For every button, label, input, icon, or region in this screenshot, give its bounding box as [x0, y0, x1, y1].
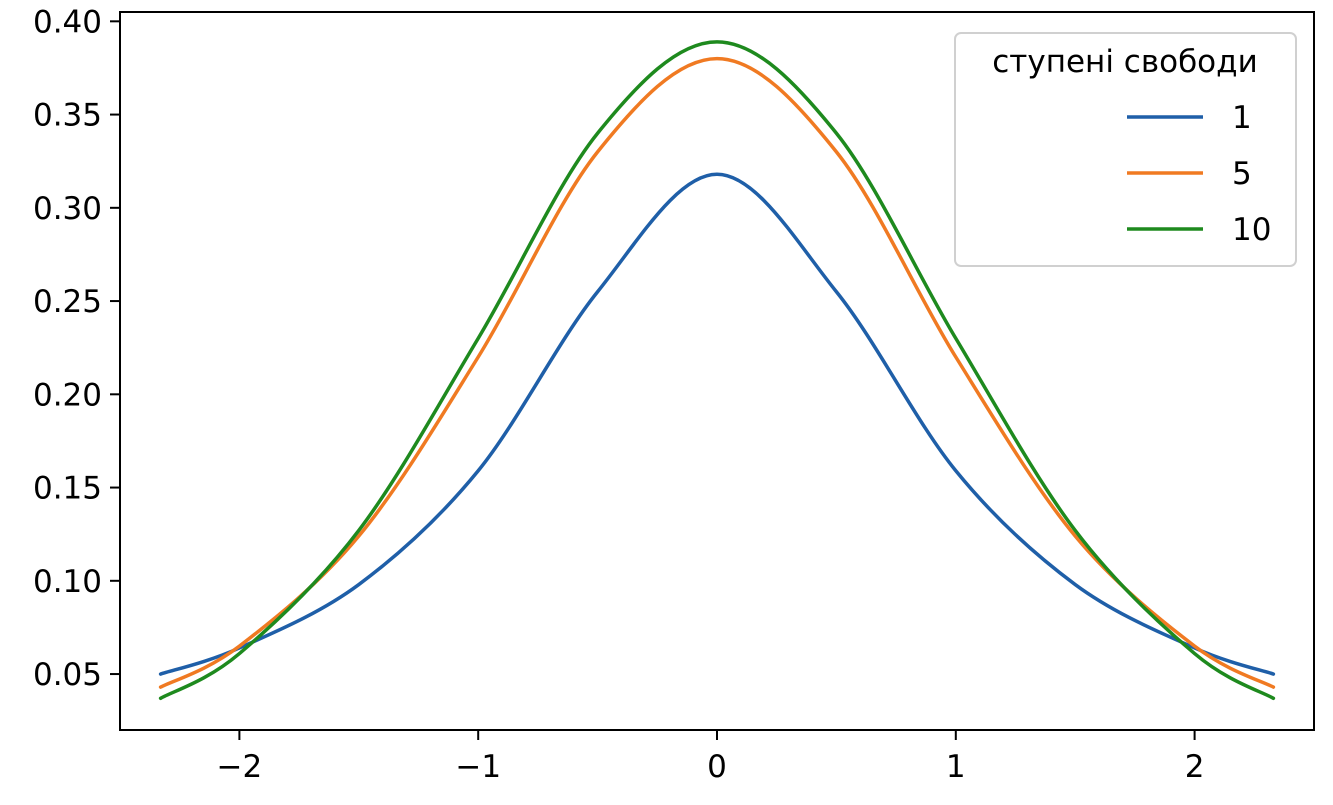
y-tick-label: 0.05 [33, 657, 102, 693]
series-line-5 [158, 56, 1276, 689]
series-line-10 [158, 40, 1276, 701]
legend-box [954, 32, 1297, 267]
series-group [158, 40, 1276, 701]
legend-label-1: 1 [1232, 100, 1252, 136]
y-tick-label: 0.40 [33, 4, 102, 40]
x-tick-label: 0 [707, 749, 727, 785]
x-tick-label: −2 [217, 749, 263, 785]
legend-title: ступені свободи [992, 44, 1257, 80]
y-tick-label: 0.10 [33, 564, 102, 600]
x-tick-label: −1 [455, 749, 501, 785]
x-tick-label: 2 [1185, 749, 1205, 785]
series-line-1 [158, 172, 1276, 676]
legend-label-10: 10 [1232, 212, 1271, 248]
x-tick-label: 1 [946, 749, 966, 785]
y-axis: 0.05 0.10 0.15 0.20 0.25 0.30 0.35 0.40 [33, 4, 120, 693]
x-axis: −2 −1 0 1 2 [217, 730, 1205, 785]
y-tick-label: 0.15 [33, 471, 102, 507]
y-tick-label: 0.35 [33, 98, 102, 134]
y-tick-label: 0.25 [33, 284, 102, 320]
y-tick-label: 0.30 [33, 191, 102, 227]
legend-label-5: 5 [1232, 156, 1252, 192]
y-tick-label: 0.20 [33, 377, 102, 413]
